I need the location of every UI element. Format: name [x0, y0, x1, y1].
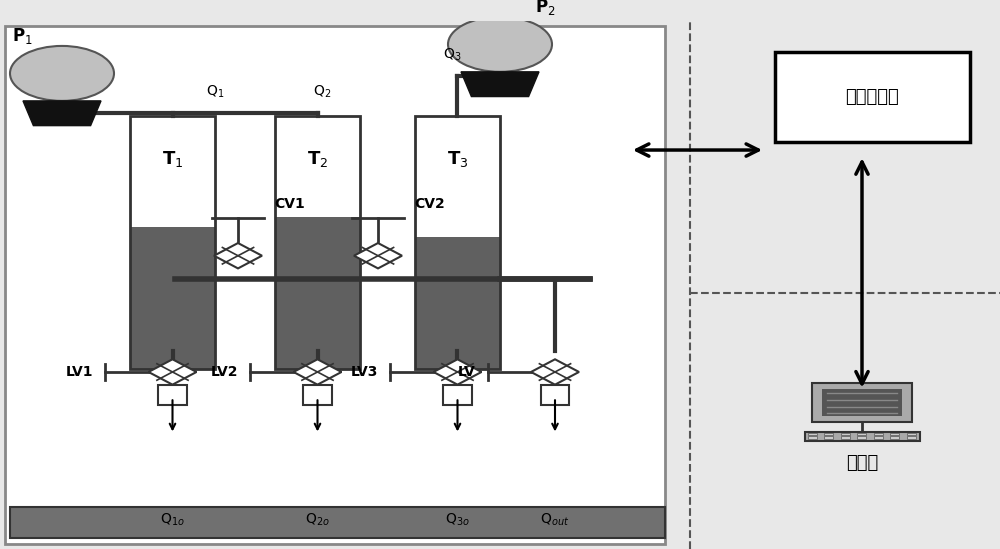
- Text: Q$_3$: Q$_3$: [443, 47, 461, 63]
- Text: 计算机: 计算机: [846, 455, 878, 472]
- Bar: [824, 436, 833, 439]
- Polygon shape: [354, 243, 402, 268]
- Bar: [804, 432, 920, 441]
- Text: CV1: CV1: [274, 197, 305, 211]
- Bar: [857, 436, 866, 439]
- Bar: [874, 436, 883, 439]
- Bar: [857, 433, 866, 435]
- Bar: [275, 116, 360, 369]
- Bar: [890, 436, 899, 439]
- Bar: [5, 26, 665, 544]
- Circle shape: [10, 46, 114, 101]
- Text: 信号处理筱: 信号处理筱: [846, 88, 899, 106]
- Bar: [10, 507, 665, 539]
- Text: P$_1$: P$_1$: [12, 26, 32, 47]
- Bar: [822, 389, 902, 416]
- Bar: [275, 217, 360, 369]
- Bar: [824, 433, 833, 435]
- Bar: [906, 436, 916, 439]
- Bar: [303, 385, 332, 405]
- Text: Q$_1$: Q$_1$: [206, 83, 224, 100]
- Polygon shape: [294, 359, 342, 385]
- Text: P$_2$: P$_2$: [535, 0, 555, 18]
- Text: Q$_{out}$: Q$_{out}$: [540, 512, 570, 528]
- Polygon shape: [214, 243, 262, 268]
- Bar: [906, 433, 916, 435]
- Text: CV2: CV2: [414, 197, 445, 211]
- FancyBboxPatch shape: [775, 52, 970, 142]
- Text: Q$_{2o}$: Q$_{2o}$: [305, 512, 330, 528]
- Bar: [808, 436, 816, 439]
- Bar: [275, 116, 360, 217]
- Bar: [808, 433, 816, 435]
- Bar: [541, 385, 569, 405]
- Circle shape: [448, 17, 552, 72]
- Text: LV: LV: [458, 365, 476, 379]
- Bar: [158, 385, 187, 405]
- Text: T$_2$: T$_2$: [307, 149, 328, 169]
- Text: LV1: LV1: [66, 365, 93, 379]
- Bar: [840, 433, 850, 435]
- Bar: [130, 116, 215, 227]
- Bar: [874, 433, 883, 435]
- Bar: [130, 227, 215, 369]
- Bar: [840, 436, 850, 439]
- Text: Q$_{3o}$: Q$_{3o}$: [445, 512, 470, 528]
- Polygon shape: [461, 72, 539, 97]
- Text: T$_1$: T$_1$: [162, 149, 183, 169]
- Text: Q$_{1o}$: Q$_{1o}$: [160, 512, 185, 528]
- Bar: [415, 116, 500, 237]
- Polygon shape: [531, 359, 579, 385]
- Bar: [890, 433, 899, 435]
- Bar: [415, 116, 500, 369]
- Bar: [415, 237, 500, 369]
- Bar: [130, 116, 215, 369]
- Bar: [812, 383, 912, 422]
- Text: LV3: LV3: [351, 365, 378, 379]
- Polygon shape: [148, 359, 196, 385]
- Polygon shape: [434, 359, 482, 385]
- Text: LV2: LV2: [211, 365, 238, 379]
- Bar: [443, 385, 472, 405]
- Polygon shape: [23, 101, 101, 126]
- Text: T$_3$: T$_3$: [447, 149, 468, 169]
- Text: Q$_2$: Q$_2$: [313, 83, 331, 100]
